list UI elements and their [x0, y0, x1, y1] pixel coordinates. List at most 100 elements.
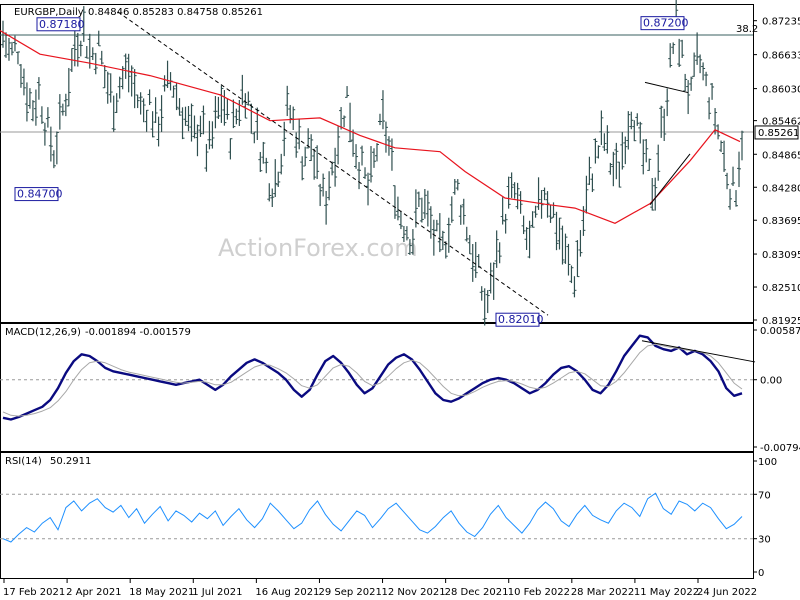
x-tick-label: 28 Dec 2021 [445, 587, 509, 598]
price-bar [482, 288, 487, 326]
price-bar [45, 107, 50, 128]
price-bar [63, 93, 68, 117]
price-bar [9, 41, 14, 56]
price-bar [90, 47, 95, 61]
price-bar [557, 217, 562, 250]
price-bar [342, 115, 347, 128]
price-bar [644, 139, 649, 163]
price-bar [677, 38, 682, 67]
price-bar [470, 243, 475, 282]
price-bar [578, 230, 583, 257]
price-bar [102, 65, 107, 89]
price-bar [533, 205, 538, 218]
price-bar [722, 140, 727, 172]
price-bar [240, 74, 245, 105]
price-bar [392, 185, 397, 219]
price-bar [563, 233, 568, 264]
price-bar [683, 73, 688, 92]
x-tick-label: 28 Mar 2022 [571, 587, 634, 598]
price-bar [380, 90, 385, 130]
price-bar [605, 125, 610, 154]
price-bar [662, 108, 667, 142]
price-bar [363, 167, 368, 179]
price-bar [111, 95, 116, 132]
price-bar [611, 151, 616, 187]
price-bar [51, 150, 56, 169]
price-bar [366, 172, 371, 206]
price-bar [416, 191, 421, 208]
price-bar [401, 225, 406, 242]
price-bar [548, 204, 553, 223]
price-panel-frame [0, 4, 754, 323]
price-bar [105, 71, 110, 104]
rsi-line [2, 492, 743, 543]
x-tick-label: 12 Nov 2021 [382, 587, 446, 598]
rsi-header-label: RSI(14) [5, 456, 42, 467]
price-bar [698, 54, 703, 74]
price-bar [383, 121, 388, 153]
price-bar [521, 215, 526, 235]
price-bar [321, 173, 326, 197]
price-bar [330, 161, 335, 176]
price-bar [632, 120, 637, 142]
price-bar [66, 67, 71, 107]
price-bar [324, 190, 329, 225]
price-bar [114, 93, 119, 113]
price-bar [60, 103, 65, 116]
x-tick-label: 10 Feb 2022 [508, 587, 570, 598]
price-bar [503, 213, 508, 234]
price-bar [434, 219, 439, 232]
price-bar [497, 242, 502, 264]
annotation-box [495, 312, 540, 327]
x-tick-label: 2 Apr 2021 [66, 587, 121, 598]
x-tick-label: 11 May 2022 [634, 587, 699, 598]
price-bar [653, 177, 658, 211]
price-bar [174, 83, 179, 111]
price-bar [665, 88, 670, 117]
price-bar [371, 148, 376, 168]
price-bar [312, 148, 317, 180]
price-bar [210, 121, 215, 149]
price-bar [30, 100, 35, 122]
current-price-label: 0.85261 [758, 128, 799, 139]
price-bar [18, 64, 23, 88]
price-bar [599, 110, 604, 145]
price-bar [354, 144, 359, 169]
price-bar [602, 133, 607, 152]
annotation-0.84700: 0.84700 [14, 187, 63, 202]
annotation-0.87180: 0.87180 [36, 17, 85, 32]
macd-header-values: -0.001894 -0.001579 [85, 327, 191, 338]
price-bar [159, 95, 164, 133]
price-bar [419, 197, 424, 223]
price-bar [728, 188, 733, 210]
price-bar [542, 187, 547, 201]
price-bar [596, 145, 601, 159]
price-bar [635, 113, 640, 126]
price-bar [282, 121, 287, 157]
price-header-symbol: EURGBP,Daily [14, 7, 84, 18]
price-bar [647, 158, 652, 171]
price-bar [78, 40, 83, 57]
price-bar [512, 182, 517, 199]
price-bar [162, 75, 167, 92]
price-bar [710, 82, 715, 100]
price-bar [701, 62, 706, 81]
price-bar [108, 73, 113, 103]
price-bar [668, 43, 673, 68]
price-bar [737, 151, 742, 188]
price-bar [527, 220, 532, 259]
macd-main-line [2, 334, 743, 421]
price-tick-label: 0.87235 [762, 17, 800, 28]
price-bar [156, 116, 161, 147]
annotation-box [36, 17, 81, 32]
price-bar [57, 94, 62, 130]
price-tick-label: 0.83695 [762, 216, 800, 227]
price-bar [377, 113, 382, 126]
price-bar [117, 76, 122, 99]
rsi-tick-label: 30 [758, 535, 771, 546]
macd-trendline [641, 340, 756, 363]
price-bar [270, 188, 275, 208]
price-bar [84, 46, 89, 59]
price-bar [428, 206, 433, 239]
